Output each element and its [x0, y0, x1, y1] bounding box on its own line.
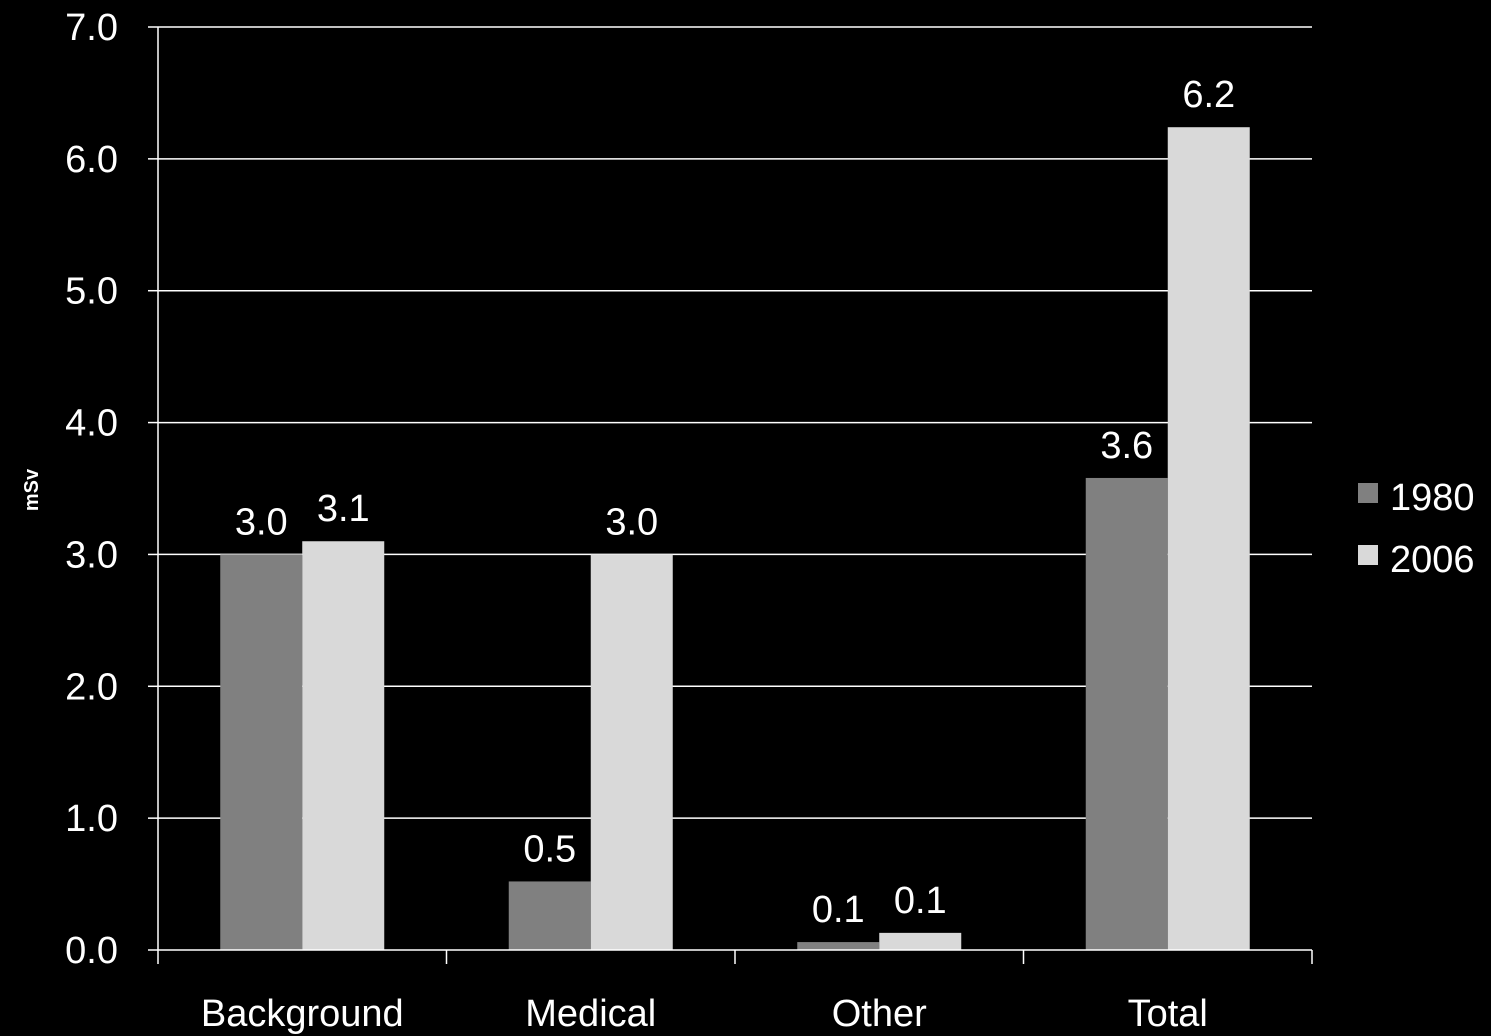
- data-label: 3.0: [605, 501, 658, 543]
- y-tick-labels: 0.0 1.0 2.0 3.0 4.0 5.0 6.0 7.0: [65, 7, 118, 972]
- y-tick-label: 0.0: [65, 930, 118, 972]
- data-labels: 3.0 3.1 0.5 3.0 0.1 0.1 3.6 6.2: [235, 74, 1235, 931]
- y-tick-label: 1.0: [65, 798, 118, 840]
- x-tick-labels: Background Medical Other Total: [201, 993, 1208, 1035]
- bar-2006-medical: [590, 554, 673, 950]
- data-label: 0.1: [812, 889, 865, 931]
- y-tick-label: 6.0: [65, 139, 118, 181]
- y-tick-label: 4.0: [65, 403, 118, 445]
- x-tick-label: Medical: [525, 993, 656, 1035]
- legend-label-1980: 1980: [1390, 477, 1475, 519]
- y-tick-label: 7.0: [65, 7, 118, 49]
- legend: 1980 2006: [1358, 477, 1475, 581]
- legend-swatch-2006: [1358, 545, 1378, 565]
- data-label: 3.1: [317, 488, 370, 530]
- x-tick-label: Other: [832, 993, 927, 1035]
- data-label: 0.5: [523, 828, 576, 870]
- y-tick-label: 3.0: [65, 534, 118, 576]
- legend-label-2006: 2006: [1390, 539, 1475, 581]
- data-label: 6.2: [1182, 74, 1235, 116]
- data-label: 3.6: [1100, 425, 1153, 467]
- x-tick-label: Total: [1128, 993, 1208, 1035]
- bar-1980-background: [220, 554, 303, 950]
- x-tick-label: Background: [201, 993, 404, 1035]
- bars: [220, 127, 1250, 950]
- y-axis-label: mSv: [21, 468, 43, 511]
- bar-2006-other: [879, 932, 962, 950]
- y-tick-label: 5.0: [65, 271, 118, 313]
- bar-1980-medical: [508, 881, 591, 950]
- legend-swatch-1980: [1358, 483, 1378, 503]
- data-label: 3.0: [235, 501, 288, 543]
- y-tick-label: 2.0: [65, 666, 118, 708]
- bar-1980-total: [1085, 477, 1168, 950]
- bar-2006-background: [302, 541, 385, 950]
- bar-1980-other: [797, 942, 880, 950]
- data-label: 0.1: [894, 880, 947, 922]
- axes: [148, 26, 1313, 964]
- bar-2006-total: [1167, 127, 1250, 950]
